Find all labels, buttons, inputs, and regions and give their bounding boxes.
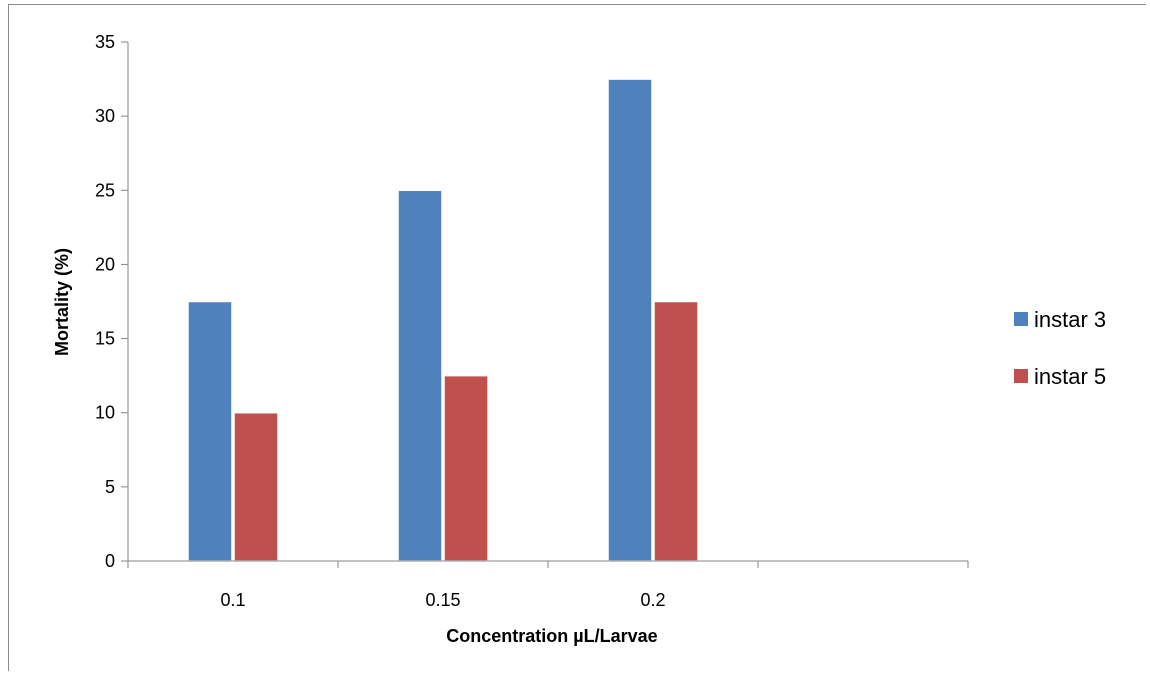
y-tick-label: 25 [95, 180, 115, 200]
bar-instar-5-0.2 [653, 300, 699, 562]
bar-instar-3-0.1 [187, 300, 233, 562]
x-axis-title: Concentration µL/Larvae [446, 626, 657, 646]
bar-instar-3-0.15 [397, 189, 443, 562]
x-tick-label: 0.1 [220, 590, 245, 610]
y-tick-label: 5 [105, 477, 115, 497]
y-tick-label: 0 [105, 551, 115, 571]
bars-layer [187, 78, 699, 562]
y-tick-label: 15 [95, 329, 115, 349]
legend: instar 3 instar 5 [1014, 307, 1106, 389]
legend-swatch-instar-3 [1014, 312, 1028, 326]
legend-label-instar-3: instar 3 [1034, 307, 1106, 332]
bar-instar-5-0.15 [443, 374, 489, 562]
y-tick-label: 20 [95, 254, 115, 274]
y-tick-label: 35 [95, 32, 115, 52]
x-tick-label: 0.15 [425, 590, 460, 610]
bar-instar-5-0.1 [233, 411, 279, 562]
legend-swatch-instar-5 [1014, 369, 1028, 383]
ticks-layer: 0 5 10 15 20 25 30 35 0.1 0.15 0.2 [95, 32, 969, 610]
chart-frame [8, 4, 1146, 671]
legend-label-instar-5: instar 5 [1034, 364, 1106, 389]
x-tick-label: 0.2 [640, 590, 665, 610]
bar-instar-3-0.2 [607, 78, 653, 562]
y-tick-label: 30 [95, 106, 115, 126]
y-axis-title: Mortality (%) [52, 248, 72, 356]
y-tick-label: 10 [95, 403, 115, 423]
